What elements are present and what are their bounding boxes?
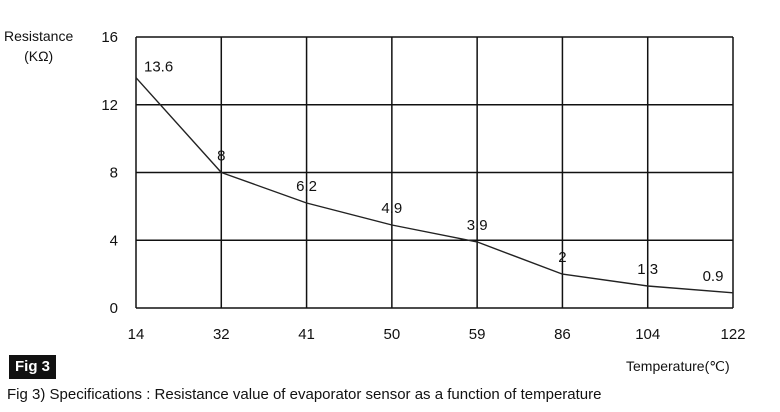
- y-axis-label-line2: (KΩ): [24, 48, 54, 64]
- x-axis-label: Temperature(℃): [626, 358, 730, 374]
- figure-caption: Fig 3) Specifications : Resistance value…: [7, 386, 602, 403]
- y-tick-label: 8: [110, 165, 118, 182]
- figure-tag: Fig 3: [9, 355, 57, 379]
- series-line: [135, 77, 734, 294]
- x-tick-label: 104: [635, 326, 660, 343]
- y-tick-label: 16: [101, 29, 118, 46]
- x-tick-label: 32: [213, 326, 230, 343]
- data-label: 4.9: [381, 200, 402, 217]
- y-axis-label: Resistance (KΩ): [4, 26, 73, 66]
- data-label: 3.9: [467, 217, 488, 234]
- y-tick-label: 12: [101, 97, 118, 114]
- y-tick-label: 4: [110, 232, 118, 249]
- y-axis-label-line1: Resistance: [4, 28, 74, 44]
- x-tick-label: 122: [720, 326, 745, 343]
- data-label: 2: [558, 249, 566, 266]
- x-tick-label: 50: [384, 326, 401, 343]
- data-label: 8: [217, 148, 225, 165]
- x-tick-label: 59: [469, 326, 486, 343]
- data-label: 1.3: [637, 261, 658, 278]
- data-labels: 13.6 8 6.2 4.9 3.9 2 1.3 0.9: [144, 59, 723, 285]
- series: [135, 77, 734, 294]
- tick-labels: 0 4 8 12 16 14 32 41 50 59 86 104 122: [101, 29, 745, 343]
- x-tick-label: 86: [554, 326, 571, 343]
- grid: [135, 36, 734, 309]
- data-label: 0.9: [703, 268, 724, 285]
- x-tick-label: 41: [298, 326, 315, 343]
- x-tick-label: 14: [128, 326, 145, 343]
- data-label: 6.2: [296, 178, 317, 195]
- y-tick-label: 0: [110, 300, 118, 317]
- data-label: 13.6: [144, 59, 173, 76]
